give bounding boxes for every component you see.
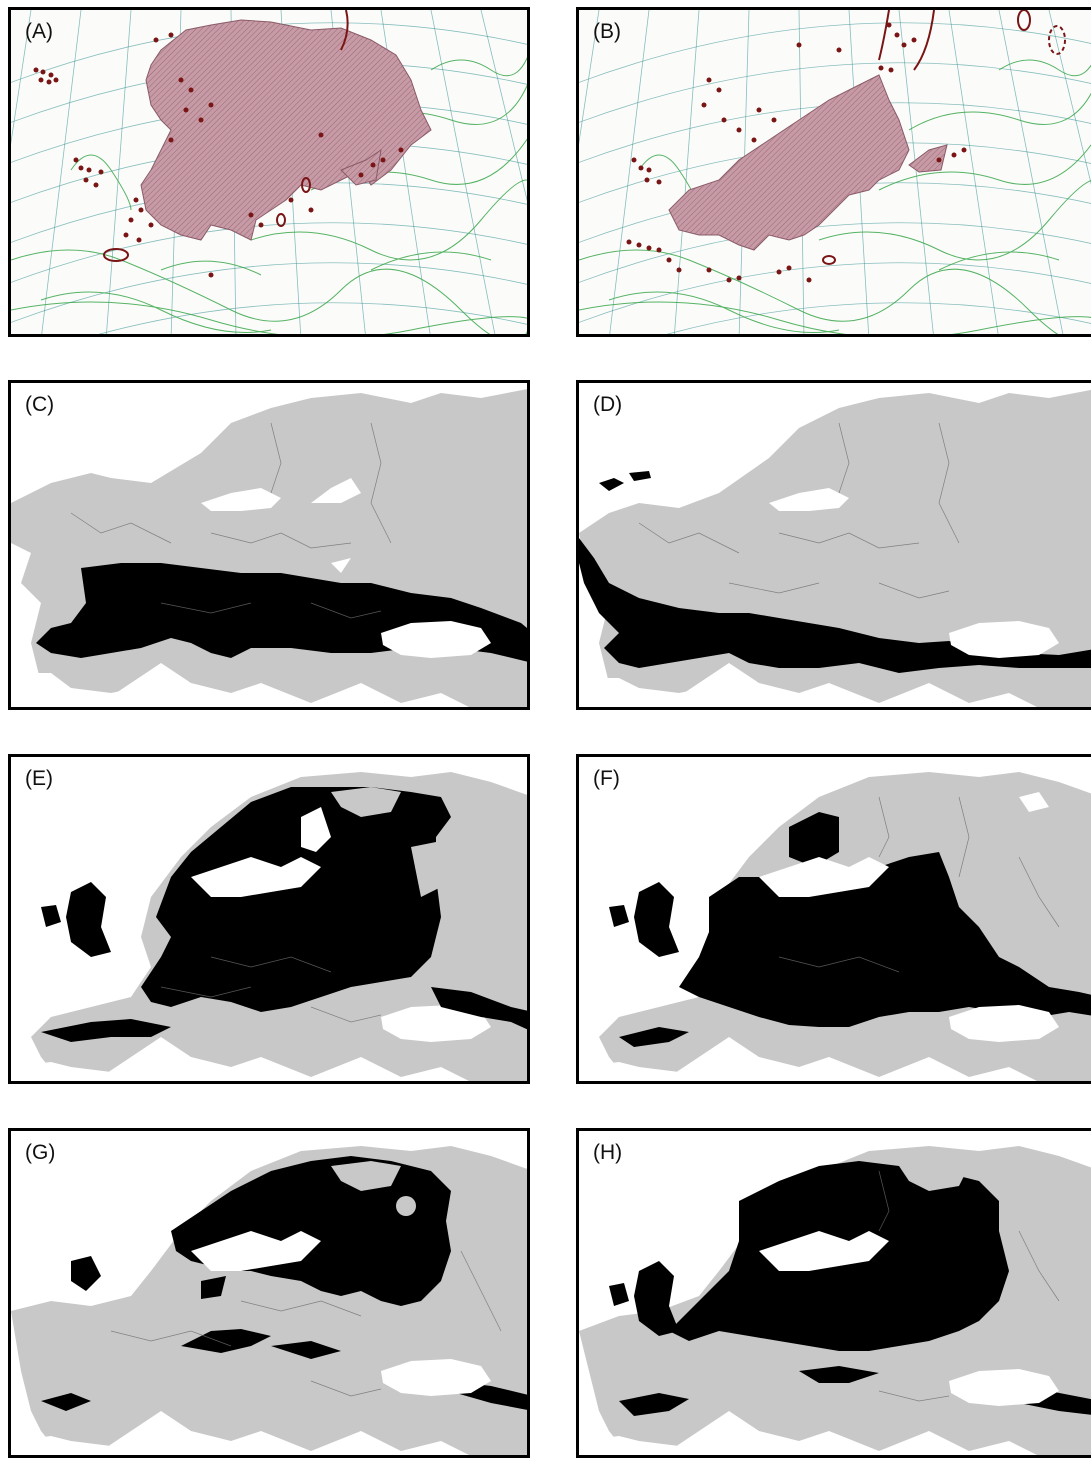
model-map-c-drawing xyxy=(11,383,527,707)
panel-g-model-map: (G) xyxy=(8,1128,530,1458)
panel-e-model-map: (E) xyxy=(8,754,530,1084)
black-sea xyxy=(949,1005,1059,1042)
panel-label: (G) xyxy=(25,1141,56,1164)
panel-label: (D) xyxy=(593,393,623,416)
range-polygon xyxy=(140,19,432,241)
model-map-g-drawing xyxy=(11,1131,527,1455)
model-map-h-drawing xyxy=(579,1131,1091,1455)
panel-f-model-map: (F) xyxy=(576,754,1091,1084)
range-map-b-drawing xyxy=(579,10,1091,334)
panel-label: (E) xyxy=(25,767,53,790)
terrain-contours xyxy=(579,59,1091,334)
suitable-area xyxy=(579,538,1091,673)
panel-label: (C) xyxy=(25,393,55,416)
model-map-e-drawing xyxy=(11,757,527,1081)
occurrence-dots xyxy=(626,22,967,283)
panel-b-range-map: (B) xyxy=(576,7,1091,337)
panel-label: (H) xyxy=(593,1141,623,1164)
black-sea xyxy=(949,621,1059,658)
black-sea xyxy=(381,1359,491,1396)
panel-label: (B) xyxy=(593,20,621,43)
panel-label: (A) xyxy=(25,20,53,43)
range-map-a-drawing xyxy=(11,10,527,334)
panel-d-model-map: (D) xyxy=(576,380,1091,710)
panel-label: (F) xyxy=(593,767,620,790)
suitable-area xyxy=(141,787,451,1012)
model-map-d-drawing xyxy=(579,383,1091,707)
panel-h-model-map: (H) xyxy=(576,1128,1091,1458)
black-sea xyxy=(381,621,491,658)
panel-c-model-map: (C) xyxy=(8,380,530,710)
black-sea xyxy=(381,1005,491,1042)
occurrence-dots xyxy=(33,32,404,278)
black-sea xyxy=(949,1369,1059,1406)
range-polygon xyxy=(668,74,910,251)
model-map-f-drawing xyxy=(579,757,1091,1081)
panel-a-range-map: (A) xyxy=(8,7,530,337)
